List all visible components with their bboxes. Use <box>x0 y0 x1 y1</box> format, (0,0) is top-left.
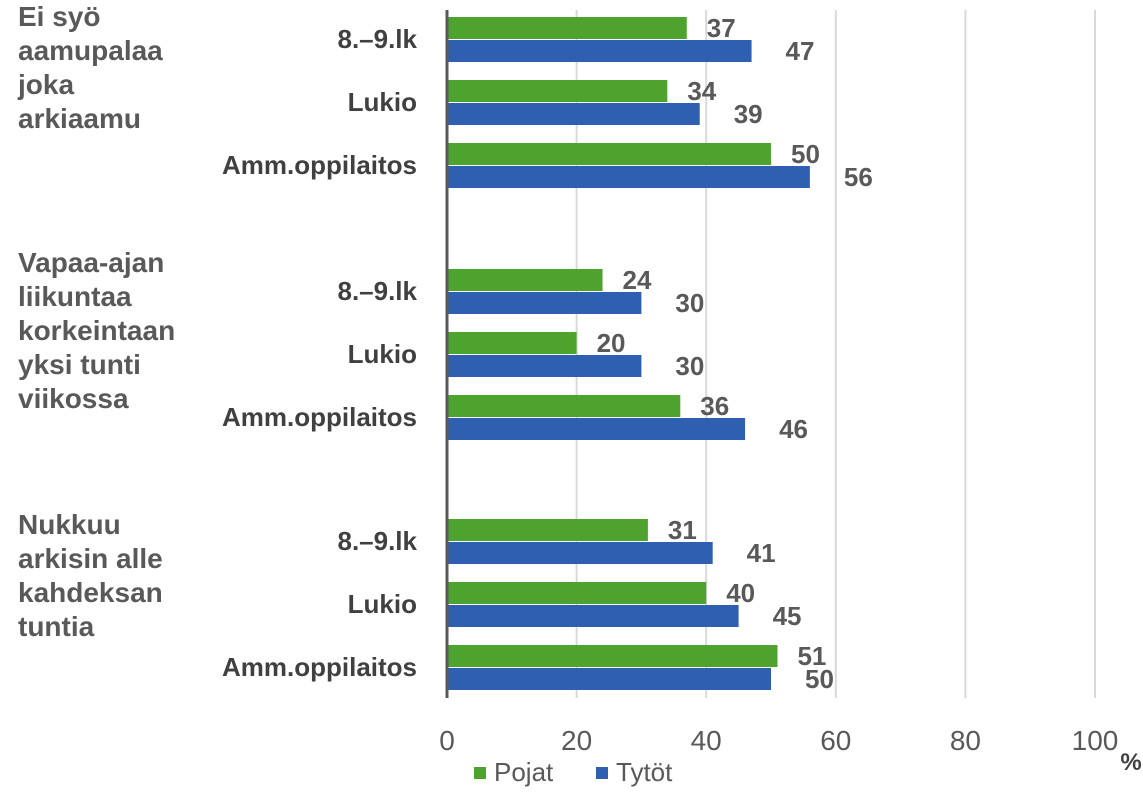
category-label: Lukio <box>348 339 417 369</box>
data-label: 47 <box>786 36 815 66</box>
bar <box>447 40 752 62</box>
legend-swatch <box>596 767 608 779</box>
group-label-line: arkisin alle <box>18 543 163 574</box>
x-tick-label: 0 <box>439 725 455 756</box>
category-label: 8.–9.lk <box>337 24 417 54</box>
data-label: 46 <box>779 414 808 444</box>
group-label-line: yksi tunti <box>18 349 141 380</box>
category-label: Amm.oppilaitos <box>222 402 417 432</box>
x-tick-label: 40 <box>691 725 722 756</box>
legend-swatch <box>474 767 486 779</box>
category-label: Amm.oppilaitos <box>222 150 417 180</box>
bar <box>447 103 700 125</box>
bar <box>447 355 642 377</box>
bar <box>447 269 603 291</box>
legend-label: Pojat <box>494 757 554 787</box>
x-tick-label: 60 <box>820 725 851 756</box>
data-label: 20 <box>597 328 626 358</box>
bar <box>447 80 668 102</box>
category-label: 8.–9.lk <box>337 526 417 556</box>
axis: 0 20 40 60 80 100% <box>439 10 1142 776</box>
bar <box>447 542 713 564</box>
data-label: 24 <box>623 265 652 295</box>
group-label-line: Nukkuu <box>18 509 121 540</box>
data-label: 39 <box>734 99 763 129</box>
data-label: 41 <box>747 538 776 568</box>
bar <box>447 143 771 165</box>
data-label: 56 <box>844 162 873 192</box>
data-label: 34 <box>687 76 716 106</box>
data-label: 30 <box>675 351 704 381</box>
unit-label: % <box>1120 749 1141 776</box>
data-label: 37 <box>707 13 736 43</box>
bar <box>447 582 707 604</box>
x-tick-label: 100 <box>1072 725 1119 756</box>
bar <box>447 395 681 417</box>
category-label: Lukio <box>348 589 417 619</box>
group-label-line: viikossa <box>18 383 129 414</box>
data-label: 31 <box>668 515 697 545</box>
bar <box>447 332 577 354</box>
group-label: Vapaa-ajan liikuntaa korkeintaan yksi tunti… <box>18 246 218 416</box>
x-tick-label: 20 <box>561 725 592 756</box>
bar <box>447 418 746 440</box>
bar <box>447 17 687 39</box>
bars <box>447 17 810 690</box>
group-label-line: arkiaamu <box>18 103 141 134</box>
bar <box>447 668 771 690</box>
group-label-line: kahdeksan <box>18 577 163 608</box>
data-label: 40 <box>726 578 755 608</box>
group-label-line: Vapaa-ajan <box>18 247 165 278</box>
data-label: 36 <box>700 391 729 421</box>
x-tick-label: 80 <box>950 725 981 756</box>
data-label: 45 <box>773 601 802 631</box>
bar <box>447 292 642 314</box>
group-label-line: tuntia <box>18 611 95 642</box>
labels: 37 47 8.–9.lk 34 39 Lukio 50 56 Amm.oppilaitos 24… <box>222 13 873 694</box>
group-label-line: Ei syö <box>18 1 101 32</box>
group-label-line: aamupalaa <box>18 35 163 66</box>
legend-label: Tytöt <box>616 757 673 787</box>
category-label: Amm.oppilaitos <box>222 652 417 682</box>
group-label-line: liikuntaa <box>18 281 132 312</box>
category-label: Lukio <box>348 87 417 117</box>
bar <box>447 645 778 667</box>
data-label: 30 <box>675 288 704 318</box>
group-label: Nukkuu arkisin alle kahdeksan tuntia <box>18 508 218 644</box>
bar <box>447 519 648 541</box>
group-label-line: korkeintaan <box>18 315 176 346</box>
data-label: 51 <box>797 641 826 671</box>
category-label: 8.–9.lk <box>337 276 417 306</box>
group-label-line: joka <box>18 69 75 100</box>
data-label: 50 <box>805 664 834 694</box>
group-label: Ei syö aamupalaa joka arkiaamu <box>18 0 218 136</box>
data-label: 50 <box>791 139 820 169</box>
bar <box>447 605 739 627</box>
legend: Pojat Tytöt <box>474 757 673 787</box>
bar <box>447 166 810 188</box>
